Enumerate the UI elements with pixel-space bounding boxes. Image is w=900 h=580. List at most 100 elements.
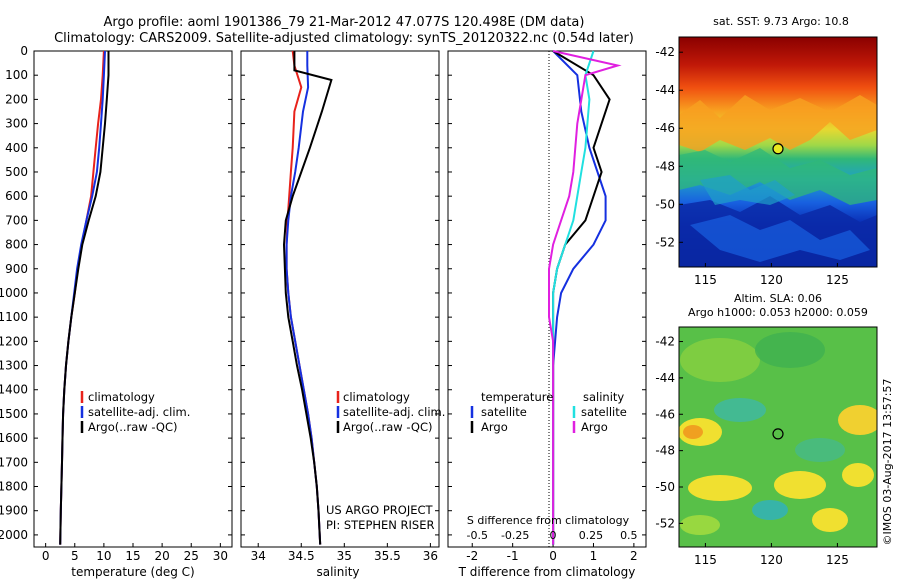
- depth-tick-label: 300: [5, 117, 28, 131]
- map-y-tick-label: -42: [655, 45, 675, 59]
- x-tick-label: 30: [213, 549, 228, 563]
- temperature-legend: climatology satellite-adj. clim. Argo(..…: [80, 390, 190, 434]
- sla-map-ticks: 115 120 125 -42 -44 -46 -48 -50 -52: [655, 335, 848, 567]
- map-y-tick-label: -52: [655, 516, 675, 530]
- x-tick-label: -2: [466, 549, 478, 563]
- legend-label-climatology: climatology: [343, 390, 410, 404]
- map-x-tick-label: 125: [826, 273, 849, 287]
- depth-tick-label: 700: [5, 213, 28, 227]
- depth-tick-label: 600: [5, 189, 28, 203]
- depth-tick-label: 1300: [0, 359, 28, 373]
- s-tick-label: 0.5: [620, 529, 638, 542]
- t-difference-xlabel: T difference from climatology: [458, 565, 636, 579]
- x-tick-label: 36: [423, 549, 438, 563]
- map-y-tick-label: -44: [655, 83, 675, 97]
- legend-label-argo: Argo(..raw -QC): [343, 420, 433, 434]
- depth-tick-label: 1000: [0, 286, 28, 300]
- x-tick-label: 34.5: [288, 549, 315, 563]
- depth-tick-label: 800: [5, 238, 28, 252]
- salinity-xlabel: salinity: [316, 565, 359, 579]
- sst-argo-position-marker: [772, 143, 784, 155]
- sst-map-title: sat. SST: 9.73 Argo: 10.8: [713, 15, 849, 28]
- salinity-panel-frame: [240, 50, 440, 548]
- map-y-tick-label: -50: [655, 197, 675, 211]
- temperature-panel-frame: [33, 50, 233, 548]
- depth-tick-label: 1600: [0, 431, 28, 445]
- map-x-tick-label: 120: [760, 273, 783, 287]
- map-y-tick-label: -42: [655, 335, 675, 349]
- temperature-lines: [59, 50, 110, 545]
- series-t-satellite: [552, 50, 607, 545]
- s-difference-label: S difference from climatology: [467, 514, 630, 527]
- depth-tick-label: 100: [5, 68, 28, 82]
- depth-tick-label: 200: [5, 92, 28, 106]
- difference-x-ticks: -2 -1 0 1 2: [466, 543, 638, 563]
- sla-map-title-line2: Argo h1000: 0.053 h2000: 0.059: [688, 306, 868, 319]
- series-s-argo: [548, 50, 622, 545]
- series-climatology: [59, 50, 105, 545]
- map-y-tick-label: -52: [655, 235, 675, 249]
- x-tick-label: 35: [337, 549, 352, 563]
- salinity-x-ticks: 34 34.5 35 35.5 36: [251, 543, 438, 563]
- s-tick-label: 0: [550, 529, 557, 542]
- imos-credit: ©IMOS 03-Aug-2017 13:57:57: [881, 379, 894, 546]
- legend-label-s-argo: Argo: [581, 420, 608, 434]
- map-y-tick-label: -46: [655, 121, 675, 135]
- sst-map-frame: [678, 36, 878, 268]
- legend-label-satellite: satellite-adj. clim.: [343, 405, 445, 419]
- legend-label-climatology: climatology: [88, 390, 155, 404]
- x-tick-label: 10: [96, 549, 111, 563]
- x-tick-label: 25: [184, 549, 199, 563]
- map-y-tick-label: -44: [655, 371, 675, 385]
- series-s-satellite: [552, 50, 595, 545]
- x-tick-label: 0: [549, 549, 557, 563]
- sst-map-ticks: 115 120 125 -42 -44 -46 -48 -50 -52: [655, 45, 848, 287]
- map-y-tick-label: -50: [655, 480, 675, 494]
- depth-tick-label: 400: [5, 141, 28, 155]
- temperature-x-ticks: 0 5 10 15 20 25 30: [42, 543, 228, 563]
- temperature-xlabel: temperature (deg C): [71, 565, 194, 579]
- x-tick-label: 5: [71, 549, 79, 563]
- map-x-tick-label: 115: [694, 273, 717, 287]
- s-tick-label: 0.25: [579, 529, 604, 542]
- x-tick-label: -1: [507, 549, 519, 563]
- legend-label-satellite: satellite-adj. clim.: [88, 405, 190, 419]
- x-tick-label: 15: [125, 549, 140, 563]
- difference-panel-frame: [447, 50, 647, 548]
- x-tick-label: 2: [630, 549, 638, 563]
- depth-tick-label: 500: [5, 165, 28, 179]
- pi-annotation: PI: STEPHEN RISER: [326, 518, 435, 532]
- difference-lines: [548, 50, 622, 545]
- x-tick-label: 34: [251, 549, 266, 563]
- map-x-tick-label: 115: [694, 553, 717, 567]
- depth-tick-label: 1500: [0, 407, 28, 421]
- salinity-legend: climatology satellite-adj. clim. Argo(..…: [336, 390, 445, 434]
- sla-map-title-line1: Altim. SLA: 0.06: [734, 292, 822, 305]
- legend-header-salinity: salinity: [583, 390, 624, 404]
- sla-map-frame: [678, 326, 878, 548]
- depth-tick-label: 2000: [0, 528, 28, 542]
- depth-axis: 0 100 200 300 400 500 600 700 800 900 1000 1100 1200…: [0, 44, 28, 542]
- map-x-tick-label: 120: [760, 553, 783, 567]
- x-tick-label: 0: [42, 549, 50, 563]
- sla-argo-position-marker: [772, 428, 784, 440]
- legend-label-t-argo: Argo: [481, 420, 508, 434]
- map-x-tick-label: 125: [826, 553, 849, 567]
- series-argo-raw-qc-: [282, 51, 333, 545]
- project-annotation: US ARGO PROJECT: [326, 503, 434, 517]
- legend-label-t-satellite: satellite: [481, 405, 527, 419]
- figure-title-line1: Argo profile: aoml 1901386_79 21-Mar-201…: [104, 15, 585, 30]
- depth-tick-label: 900: [5, 262, 28, 276]
- salinity-lines: [282, 50, 333, 545]
- panel-y-ticks: [34, 50, 646, 536]
- map-y-tick-label: -48: [655, 159, 675, 173]
- legend-header-temperature: temperature: [481, 390, 553, 404]
- depth-tick-label: 1900: [0, 504, 28, 518]
- series-argo-raw-qc-: [59, 51, 110, 545]
- x-tick-label: 35.5: [374, 549, 401, 563]
- depth-tick-label: 1700: [0, 455, 28, 469]
- figure-title-line2: Climatology: CARS2009. Satellite-adjuste…: [54, 31, 634, 46]
- s-difference-ticks: -0.5 -0.25 0 0.25 0.5: [467, 529, 638, 542]
- series-t-argo: [552, 50, 611, 545]
